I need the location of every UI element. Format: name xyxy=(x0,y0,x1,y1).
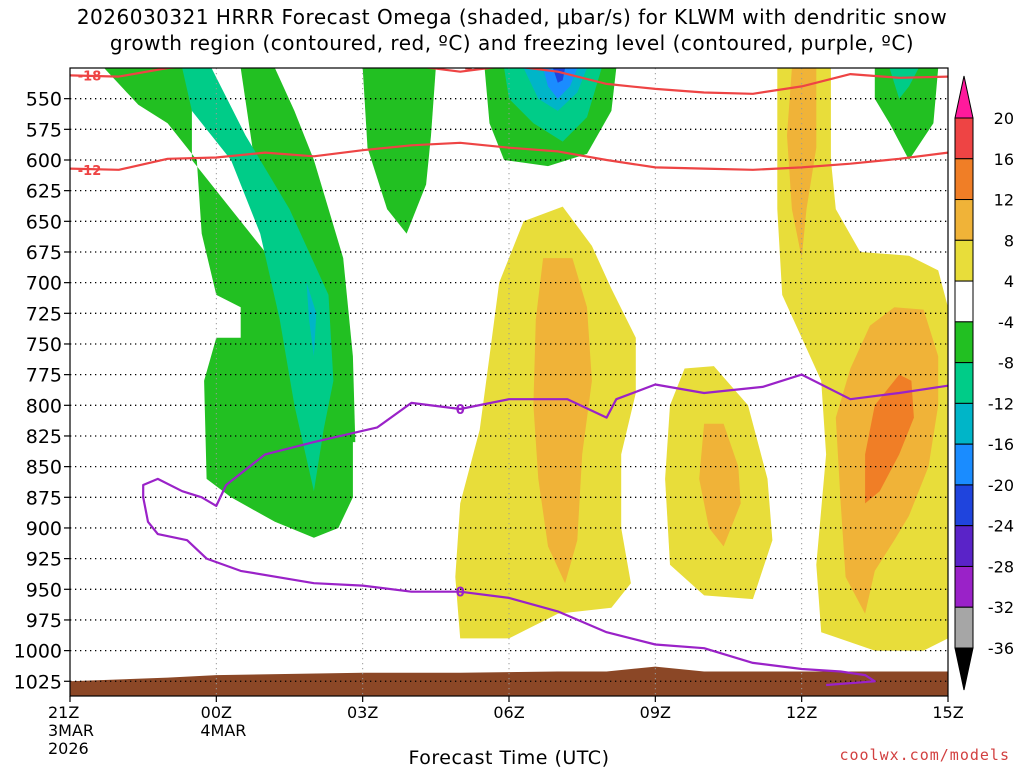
x-tick-label-00Z: 00Z xyxy=(201,703,232,722)
colorbar-label--28: -28 xyxy=(988,557,1014,576)
omega-colorbar: 20 16 12 8 4 -4 -8 -12 -16 -20 -24 -28 -32 -36 xyxy=(954,75,1014,691)
colorbar-label-4: 4 xyxy=(1004,272,1014,291)
colorbar-label--24: -24 xyxy=(988,517,1014,536)
colorbar-band xyxy=(954,362,974,404)
omega-region--8 xyxy=(104,68,353,538)
y-tick-label-825: 825 xyxy=(26,426,62,448)
x-date-label: 4MAR xyxy=(200,721,246,740)
y-tick-label-550: 550 xyxy=(26,89,62,111)
omega-shading xyxy=(70,68,948,696)
y-tick-label-850: 850 xyxy=(26,457,62,479)
colorbar-band xyxy=(954,158,974,201)
x-tick-label-09Z: 09Z xyxy=(640,703,671,722)
y-tick-label-675: 675 xyxy=(26,242,62,264)
omega-region--12 xyxy=(182,68,334,492)
colorbar-label-20: 20 xyxy=(994,109,1014,128)
dgz-top-line xyxy=(70,68,948,95)
y-tick-label-750: 750 xyxy=(26,334,62,356)
colorbar-band xyxy=(954,280,974,323)
colorbar-band xyxy=(954,402,974,445)
colorbar-band xyxy=(954,565,974,608)
freezing-upper-label: 0 xyxy=(456,586,465,601)
y-tick-label-700: 700 xyxy=(26,273,62,295)
colorbar-label--20: -20 xyxy=(988,476,1014,495)
y-tick-label-1025: 1025 xyxy=(14,671,62,693)
temperature-contours: -18 -18 -12 0 0 xyxy=(70,58,948,687)
omega-region--8 xyxy=(874,68,939,160)
colorbar-band xyxy=(954,525,974,567)
colorbar-band xyxy=(954,199,974,241)
omega-region-8 xyxy=(699,423,741,547)
site-credit: coolwx.com/models xyxy=(839,746,1010,764)
x-tick-label-15Z: 15Z xyxy=(932,703,963,722)
omega-region--12 xyxy=(889,68,919,99)
freezing-upper-label: 0 xyxy=(456,403,465,418)
y-tick-label-625: 625 xyxy=(26,181,62,203)
y-tick-label-800: 800 xyxy=(26,395,62,417)
colorbar-band xyxy=(954,484,974,527)
freezing-upper-line xyxy=(142,373,948,687)
y-tick-label-975: 975 xyxy=(26,610,62,632)
omega-region-12 xyxy=(865,374,914,504)
colorbar-label--36: -36 xyxy=(988,639,1014,658)
y-tick-label-775: 775 xyxy=(26,365,62,387)
colorbar-band xyxy=(954,117,974,160)
colorbar-band xyxy=(954,606,974,649)
colorbar-label--4: -4 xyxy=(998,313,1014,332)
terrain xyxy=(70,666,948,696)
dgz-bottom-line xyxy=(70,141,948,171)
colorbar-label--32: -32 xyxy=(988,598,1014,617)
colorbar-arrow-top xyxy=(954,75,974,119)
omega-region--16 xyxy=(306,282,317,357)
omega-region--20 xyxy=(543,68,578,99)
colorbar-band xyxy=(954,443,974,486)
x-tick-label-21Z: 21Z xyxy=(48,703,79,722)
colorbar-label--8: -8 xyxy=(998,354,1014,373)
pressure-axis: 550 575 600 625 650 675 700 725 750 775 800 825 850 8… xyxy=(14,89,70,693)
x-tick-label-03Z: 03Z xyxy=(347,703,378,722)
x-year-label: 2026 xyxy=(48,739,89,758)
y-tick-label-875: 875 xyxy=(26,487,62,509)
colorbar-label-16: 16 xyxy=(994,150,1014,169)
title-line-2: growth region (contoured, red, ºC) and f… xyxy=(109,31,915,55)
y-tick-label-650: 650 xyxy=(26,211,62,233)
colorbar-label--16: -16 xyxy=(988,435,1014,454)
x-date-label: 3MAR xyxy=(48,721,94,740)
title-line-1: 2026030321 HRRR Forecast Omega (shaded, … xyxy=(76,5,948,29)
y-tick-label-900: 900 xyxy=(26,518,62,540)
colorbar-label-8: 8 xyxy=(1004,231,1014,250)
y-tick-label-925: 925 xyxy=(26,549,62,571)
colorbar-band xyxy=(954,321,974,364)
y-tick-label-725: 725 xyxy=(26,303,62,325)
y-tick-label-600: 600 xyxy=(26,150,62,172)
x-axis-label: Forecast Time (UTC) xyxy=(409,747,610,768)
omega-region-8 xyxy=(533,258,592,584)
colorbar-band xyxy=(954,239,974,282)
colorbar-label-12: 12 xyxy=(994,191,1014,210)
dgz-top-label: -18 xyxy=(458,58,482,73)
y-tick-label-950: 950 xyxy=(26,579,62,601)
colorbar-label--12: -12 xyxy=(988,394,1014,413)
x-tick-label-12Z: 12Z xyxy=(786,703,817,722)
y-tick-label-575: 575 xyxy=(26,119,62,141)
dgz-bottom-label: -12 xyxy=(78,164,102,179)
omega-region--8 xyxy=(362,68,436,234)
chart-title: 2026030321 HRRR Forecast Omega (shaded, … xyxy=(0,4,1024,56)
x-tick-label-06Z: 06Z xyxy=(493,703,524,722)
dgz-top-label: -18 xyxy=(78,69,102,84)
y-tick-label-1000: 1000 xyxy=(14,641,62,663)
colorbar-arrow-bottom xyxy=(954,647,974,691)
